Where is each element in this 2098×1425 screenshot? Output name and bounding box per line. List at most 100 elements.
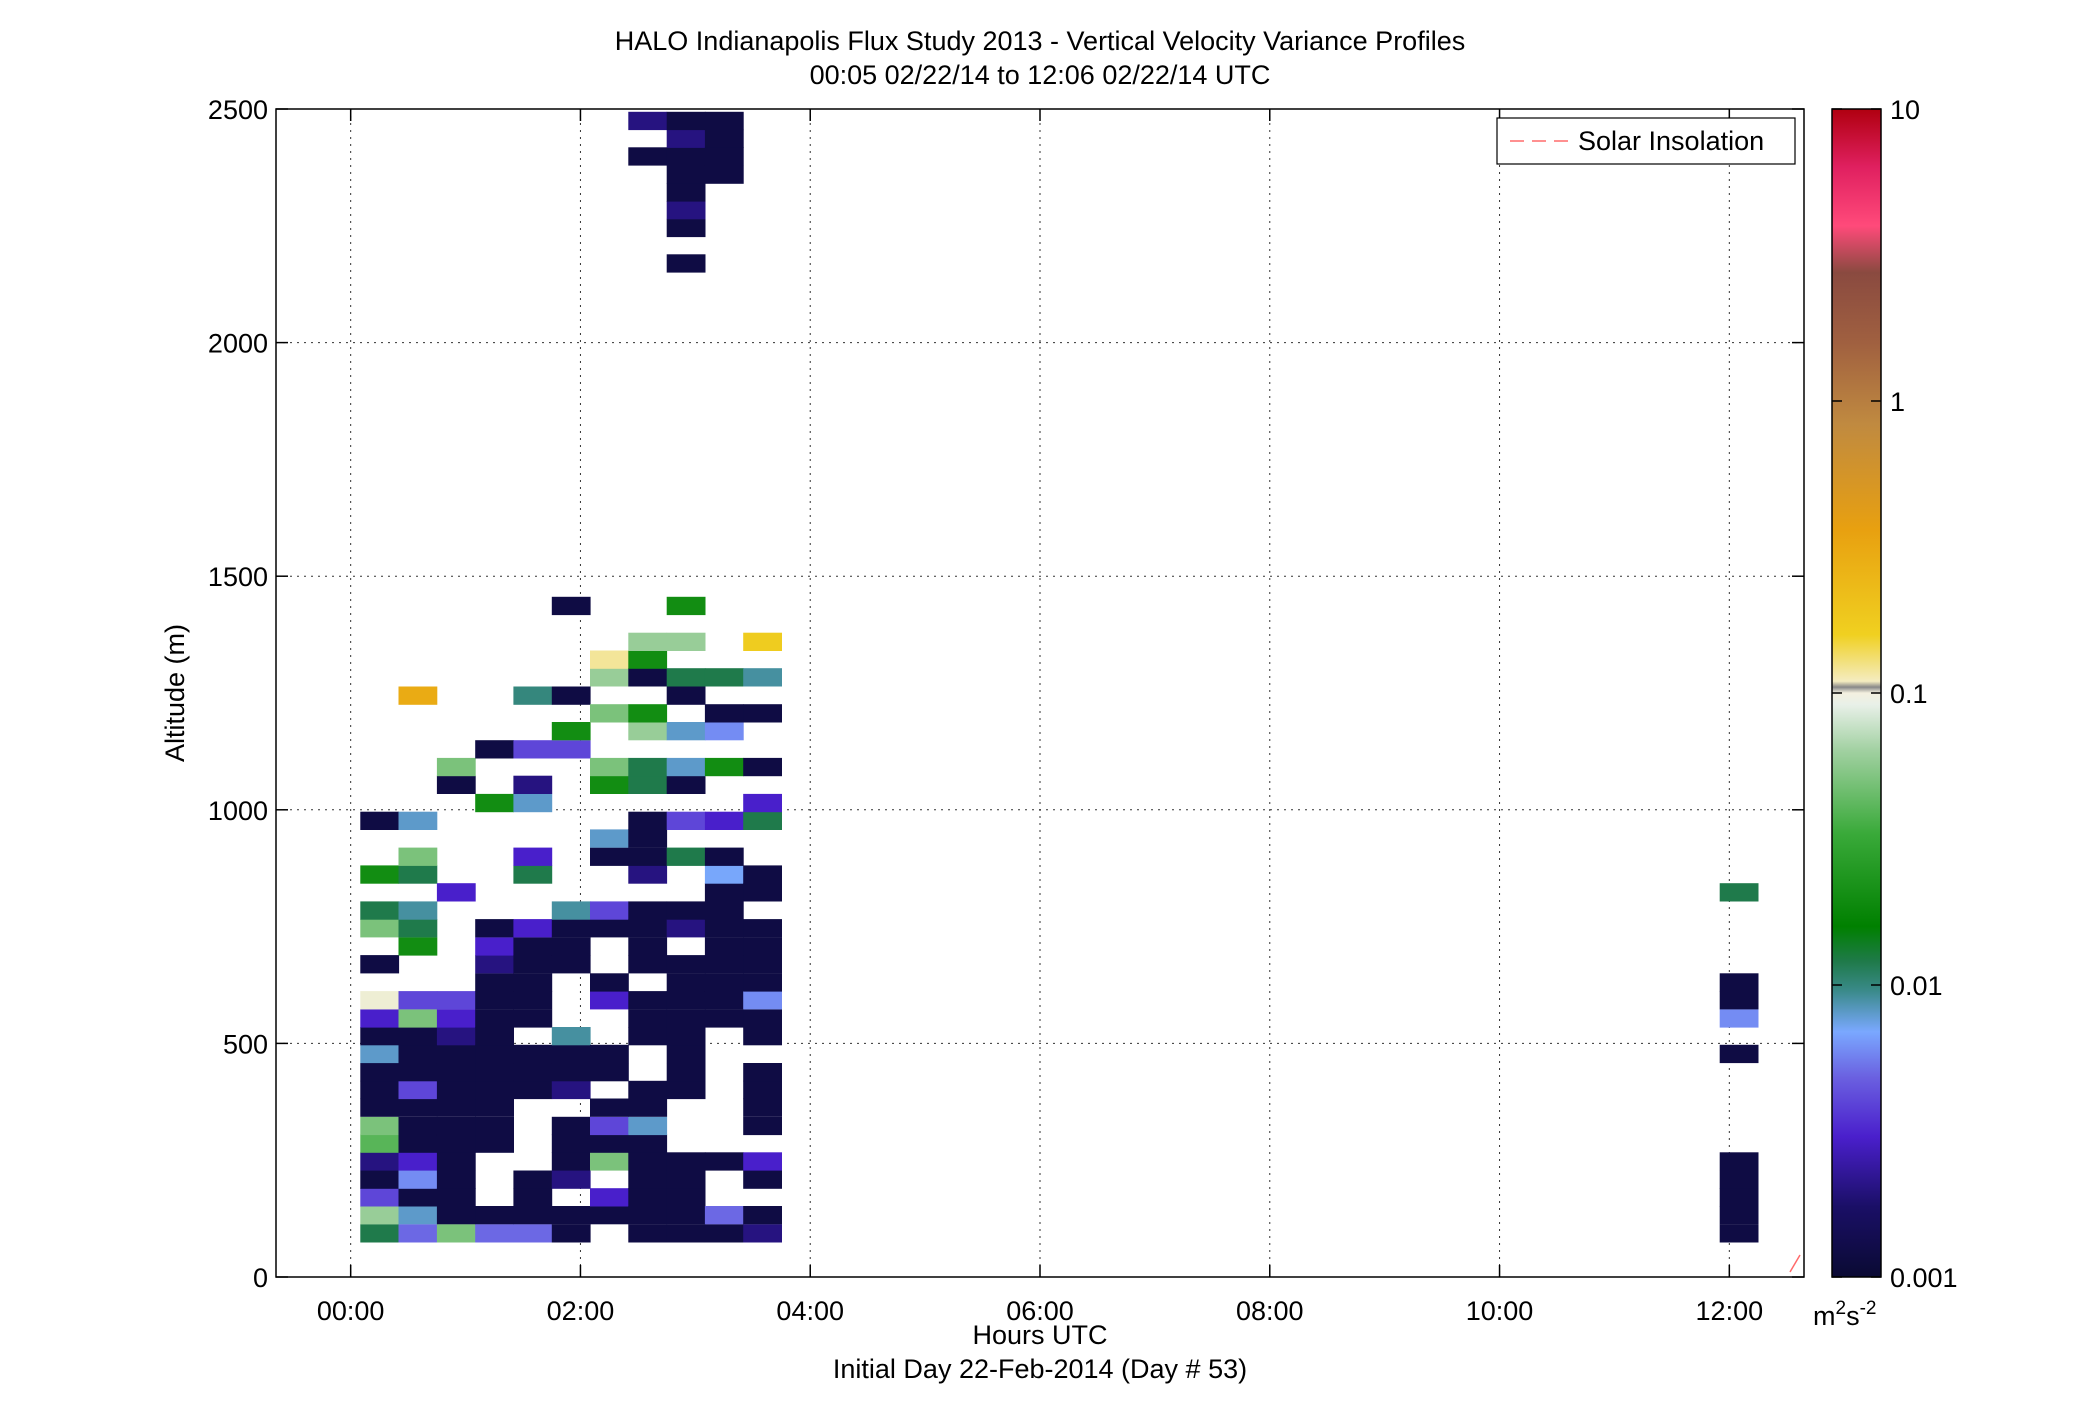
colorbar-tick-label: 1 <box>1890 387 1905 417</box>
heatmap-cell <box>551 1063 591 1082</box>
heatmap-cell <box>513 1063 553 1082</box>
heatmap-cell <box>590 1188 629 1207</box>
heatmap-cell <box>743 1170 782 1189</box>
heatmap-cell <box>704 757 744 777</box>
heatmap-cell <box>628 1170 668 1189</box>
heatmap-cell <box>398 1206 438 1225</box>
heatmap-cell <box>398 1170 438 1189</box>
heatmap-cell <box>436 883 476 902</box>
heatmap-cell <box>551 1224 591 1243</box>
heatmap-cell <box>666 111 706 131</box>
heatmap-cell <box>628 1224 668 1243</box>
heatmap-cell <box>666 147 706 166</box>
heatmap-cell <box>398 1116 438 1136</box>
axis-ticks: 00:00 02:00 04:00 06:00 08:00 10:00 12:00 0 500 1… <box>208 95 1804 1326</box>
heatmap-cell <box>551 722 591 741</box>
heatmap-cell <box>1719 1044 1759 1064</box>
heatmap-cell <box>513 1009 553 1028</box>
heatmap-cell <box>666 1009 706 1028</box>
heatmap-cell <box>551 1152 591 1171</box>
heatmap-cell <box>628 757 668 777</box>
heatmap-cell <box>436 1224 476 1243</box>
heatmap-cell <box>628 847 668 866</box>
heatmap-cell <box>743 811 782 830</box>
heatmap-cell <box>398 1188 438 1207</box>
heatmap-cell <box>666 1224 706 1243</box>
heatmap-cell <box>743 1152 782 1171</box>
heatmap-cell <box>475 1116 514 1136</box>
heatmap-cell <box>475 793 514 813</box>
heatmap-cell <box>743 955 782 974</box>
heatmap-cell <box>666 901 706 920</box>
heatmap-cell <box>666 1080 706 1100</box>
heatmap-cell <box>360 865 400 884</box>
heatmap-cell <box>360 1170 400 1189</box>
heatmap-cell <box>360 991 400 1010</box>
colorbar-tick-label: 10 <box>1890 95 1920 125</box>
heatmap-cell <box>704 865 744 884</box>
heatmap-cell <box>551 1170 591 1189</box>
heatmap-cell <box>398 1063 438 1082</box>
heatmap-cell <box>628 829 668 848</box>
y-tick-label: 0 <box>253 1263 268 1293</box>
heatmap-cell <box>628 955 668 974</box>
heatmap-cell <box>704 811 744 830</box>
chart-title: HALO Indianapolis Flux Study 2013 - Vert… <box>615 26 1465 56</box>
colorbar-ticks: 0.001 0.01 0.1 1 10 <box>1832 95 1958 1293</box>
heatmap-cell <box>398 1098 438 1117</box>
heatmap-cell <box>666 668 706 687</box>
solar-insolation-line <box>1789 1254 1801 1273</box>
heatmap-cell <box>743 865 782 884</box>
heatmap-cell <box>704 973 744 992</box>
heatmap-cell <box>743 1116 782 1136</box>
heatmap-cell <box>666 991 706 1010</box>
heatmap-cell <box>666 775 706 794</box>
heatmap-cell <box>628 811 668 830</box>
heatmap-cell <box>1719 1009 1759 1028</box>
heatmap-cell <box>436 1134 476 1153</box>
legend-box <box>1496 117 1796 165</box>
heatmap-cell <box>1719 991 1759 1010</box>
heatmap-cell <box>360 1098 400 1117</box>
colorbar-units: m2s-2 <box>1813 1298 1876 1331</box>
heatmap-cell <box>628 1009 668 1028</box>
heatmap-cell <box>743 1206 782 1225</box>
heatmap-cell <box>360 1206 400 1225</box>
heatmap-cell <box>398 1080 438 1100</box>
heatmap-cell <box>628 1027 668 1046</box>
heatmap-cell <box>398 865 438 884</box>
heatmap-cell <box>743 973 782 992</box>
heatmap-cell <box>590 757 629 777</box>
heatmap-cell <box>628 1152 668 1171</box>
heatmap-cell <box>704 847 744 866</box>
heatmap-cell <box>666 722 706 741</box>
colorbar: 0.001 0.01 0.1 1 10 m2s-2 <box>1813 95 1958 1331</box>
heatmap-cell <box>590 1063 629 1082</box>
heatmap-cell <box>475 740 514 759</box>
heatmap-cell <box>743 1224 782 1243</box>
heatmap-cell <box>666 1188 706 1207</box>
heatmap-cell <box>513 937 553 956</box>
heatmap-cell <box>704 991 744 1010</box>
heatmap-cell <box>513 1080 553 1100</box>
heatmap-cell <box>704 1206 744 1225</box>
heatmap-cell <box>666 632 706 651</box>
heatmap-cell <box>743 757 782 777</box>
heatmap-cell <box>628 668 668 687</box>
heatmap-cell <box>513 991 553 1010</box>
heatmap-cell <box>360 1224 400 1243</box>
heatmap-cell <box>743 991 782 1010</box>
heatmap-cell <box>590 973 629 992</box>
heatmap-cell <box>628 1206 668 1225</box>
heatmap-cell <box>513 775 553 794</box>
heatmap-cell <box>513 919 553 938</box>
heatmap-cell <box>704 722 744 741</box>
heatmap-cell <box>398 1224 438 1243</box>
heatmap-cell <box>475 1224 514 1243</box>
heatmap-cell <box>704 1152 744 1171</box>
heatmap-cell <box>475 937 514 956</box>
heatmap-cell <box>743 793 782 813</box>
heatmap-cell <box>704 704 744 723</box>
heatmap-cell <box>628 937 668 956</box>
